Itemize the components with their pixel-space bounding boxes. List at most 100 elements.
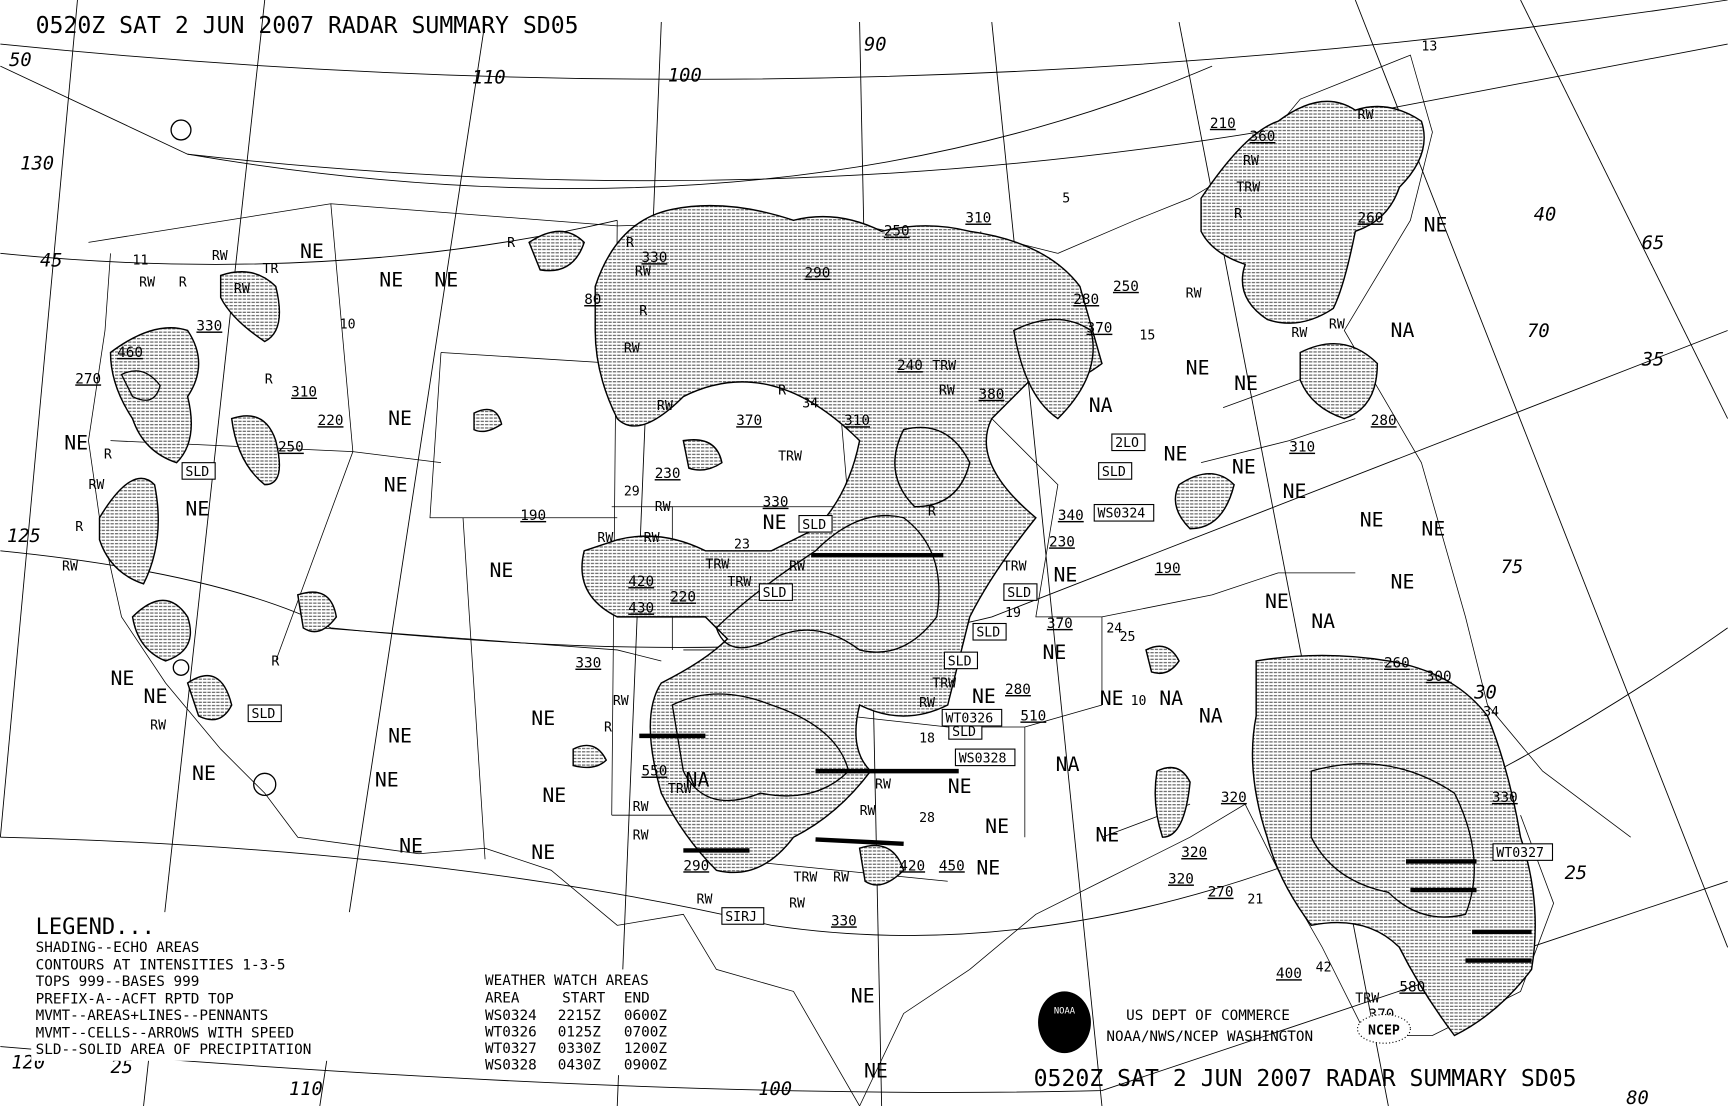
boxed-label: WS0328 [959,751,1007,766]
echo-top-label: 280 [1073,292,1099,308]
precip-type-label: RW [697,892,713,907]
precip-type-label: RW [655,500,671,515]
echo-top-label: 310 [844,413,870,429]
no-echoes-label: NE [1042,641,1066,664]
no-echoes-label: NE [64,431,88,454]
precip-type-label: RW [624,342,640,357]
graticule-label: 75 [1501,557,1524,578]
boxed-label: SLD [976,626,1000,641]
precip-type-label: TRW [932,676,956,691]
watch-end-time: 1200Z [624,1041,667,1057]
precip-type-label: RW [139,275,155,290]
cell-speed-label: 34 [1483,705,1499,720]
precip-type-label: RW [657,399,673,414]
precip-type-label: R [639,304,647,319]
precip-type-label: TRW [778,449,802,464]
cell-speed-label: 10 [340,317,356,332]
not-available-label: NA [1056,753,1080,776]
echo-top-label: 310 [1289,440,1315,456]
precip-type-label: TRW [727,575,751,590]
no-echoes-label: NE [864,1059,888,1082]
graticule-label: 80 [1626,1088,1649,1106]
boxed-label: SLD [802,518,826,533]
boxed-label-box [1093,503,1155,522]
precip-type-label: RW [1186,286,1202,301]
watch-end-time: 0900Z [624,1058,667,1074]
echo-top-label: 330 [196,318,222,334]
echo-top-label: 320 [1181,845,1207,861]
cell-speed-label: 34 [802,397,818,412]
boxed-label: SLD [948,654,972,669]
precip-type-label: RW [150,718,166,733]
no-echoes-label: NE [1391,570,1415,593]
graticule-label: 25 [1565,863,1588,884]
echo-top-label: 280 [1371,413,1397,429]
precip-type-label: RW [234,282,250,297]
precip-type-label: RW [833,870,849,885]
precip-type-label: R [104,447,112,462]
echo-top-label: 250 [278,440,304,456]
boxed-label-box [798,514,833,533]
precip-type-label: R [75,520,83,535]
graticule-label: 100 [668,66,702,87]
watch-start-time: 2215Z [558,1008,601,1024]
precip-type-label: RW [633,800,649,815]
echo-top-label: 270 [75,371,101,387]
precip-type-label: RW [919,696,935,711]
cell-speed-label: 21 [1247,892,1263,907]
cell-speed-label: 5 [1062,192,1070,207]
precip-type-label: TRW [705,557,729,572]
precip-type-label: TRW [1355,991,1379,1006]
precip-type-label: R [778,383,786,398]
boxed-label: WT0327 [1496,846,1544,861]
echo-top-label: 400 [1276,966,1302,982]
legend-line: CONTOURS AT INTENSITIES 1-3-5 [36,957,286,973]
no-echoes-label: NE [1234,372,1258,395]
echo-top-label: 230 [1049,534,1075,550]
echo-top-label: 190 [1155,561,1181,577]
precip-type-label: RW [1329,317,1345,332]
no-echoes-label: NE [1232,456,1256,479]
echo-top-label: 380 [979,387,1005,403]
no-echoes-label: NE [1360,509,1384,532]
no-echoes-label: NE [388,724,412,747]
precip-type-label: RW [939,383,955,398]
not-available-label: NA [1089,394,1113,417]
boxed-label-box [247,704,282,723]
boxed-label-box [1492,843,1554,861]
legend-line: PREFIX-A--ACFT RPTD TOP [36,992,234,1008]
precip-type-label: TRW [1236,181,1260,196]
boxed-label: SIRJ [725,910,757,925]
cell-speed-label: 25 [1120,630,1136,645]
no-echoes-label: NE [1164,442,1188,465]
precip-type-label: RW [1243,154,1259,169]
legend-line: MVMT--CELLS--ARROWS WITH SPEED [36,1026,295,1042]
no-echoes-label: NE [851,984,875,1007]
echo-top-label: 370 [1087,321,1113,337]
precip-type-label: RW [860,804,876,819]
watch-col-area: AREA [485,990,520,1006]
echo-top-label: 330 [641,250,667,266]
echo-top-label: 220 [670,589,696,605]
boxed-label: SLD [1007,586,1031,601]
no-echoes-label: NE [1421,517,1445,540]
echo-top-label: 330 [1492,790,1518,806]
cell-speed-label: 24 [1106,621,1122,636]
graticule-label: 30 [1473,682,1497,703]
map-title-top: 0520Z SAT 2 JUN 2007 RADAR SUMMARY SD05 [36,13,579,39]
watch-area-id: WT0326 [485,1025,537,1041]
watch-col-start: START [562,990,605,1006]
no-echoes-label: NE [985,815,1009,838]
precip-type-label: RW [635,264,651,279]
no-echoes-label: NE [111,667,135,690]
no-echoes-label: NE [1186,357,1210,380]
no-echoes-label: NE [1095,824,1119,847]
watch-end-time: 0700Z [624,1025,667,1041]
echo-top-label: 340 [1058,508,1084,524]
watch-start-time: 0330Z [558,1041,601,1057]
echo-top-label: 310 [291,385,317,401]
echo-top-label: 280 [1005,682,1031,698]
echo-top-label: 320 [1221,790,1247,806]
cell-speed-label: 11 [133,253,149,268]
precip-type-label: RW [644,531,660,546]
